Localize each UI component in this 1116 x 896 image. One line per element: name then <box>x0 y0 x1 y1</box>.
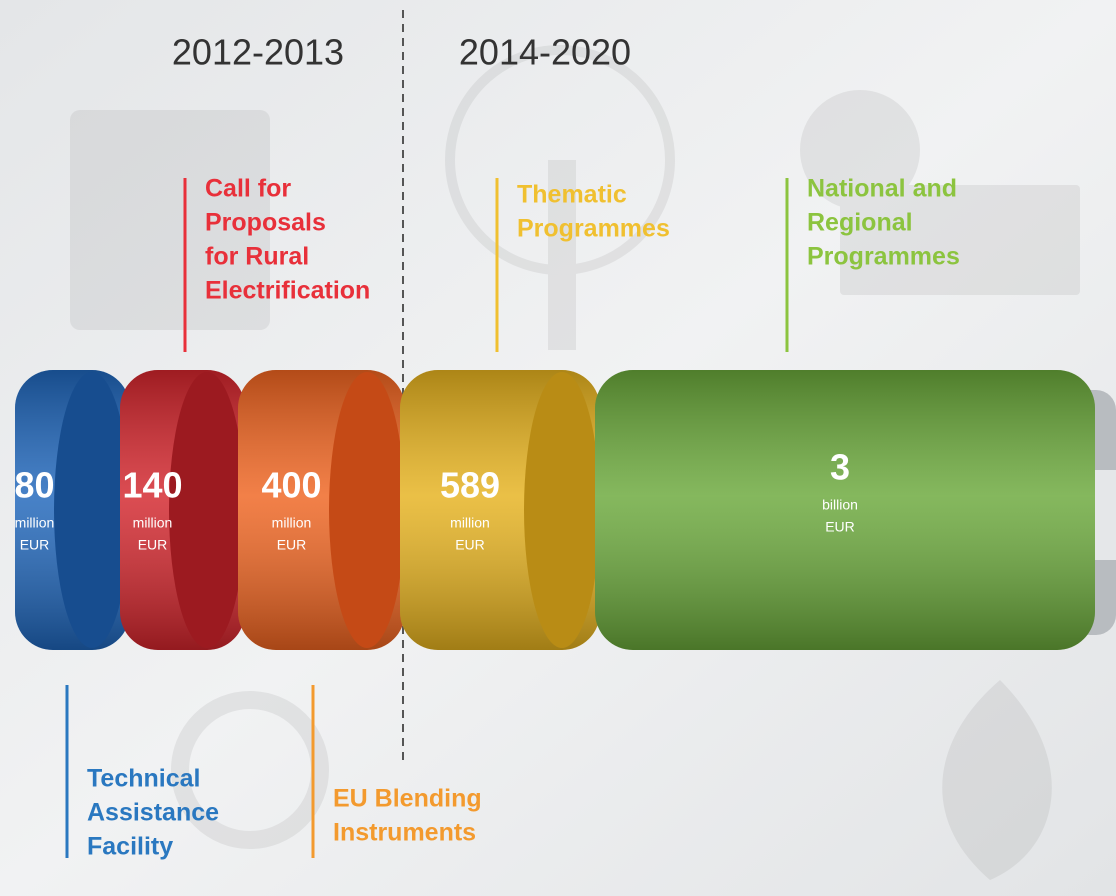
amount-unit: million <box>272 515 312 531</box>
amount-unit: billion <box>822 497 858 513</box>
segment-label: Programmes <box>517 215 670 243</box>
segment-cap <box>524 372 600 648</box>
segment-label: Electrification <box>205 277 370 305</box>
segment-label: Call for <box>205 175 291 203</box>
amount-unit: million <box>450 515 490 531</box>
period-heading: 2014-2020 <box>459 32 631 73</box>
amount-currency: EUR <box>20 537 50 553</box>
segment-cap <box>329 372 405 648</box>
segment-cap <box>54 372 130 648</box>
segment-label: Instruments <box>333 819 476 847</box>
segment-label: Thematic <box>517 181 627 209</box>
amount: 400 <box>261 465 321 506</box>
amount-unit: million <box>15 515 55 531</box>
segment-label: National and <box>807 175 957 203</box>
amount-unit: million <box>133 515 173 531</box>
amount-currency: EUR <box>455 537 485 553</box>
segment-label: Technical <box>87 765 200 793</box>
amount: 3 <box>830 447 850 488</box>
segment-cap <box>169 372 245 648</box>
amount: 80 <box>14 465 54 506</box>
period-heading: 2012-2013 <box>172 32 344 73</box>
amount: 589 <box>440 465 500 506</box>
amount-currency: EUR <box>277 537 307 553</box>
segment-label: Programmes <box>807 243 960 271</box>
amount-currency: EUR <box>825 519 855 535</box>
segment-label: for Rural <box>205 243 309 271</box>
amount-currency: EUR <box>138 537 168 553</box>
segment-label: EU Blending <box>333 785 482 813</box>
infographic: 2012-2013 2014-2020 80 million EUR Technica… <box>0 0 1116 896</box>
segment-label: Regional <box>807 209 913 237</box>
amount: 140 <box>122 465 182 506</box>
segment-label: Assistance <box>87 799 219 827</box>
segment-label: Proposals <box>205 209 326 237</box>
segment-label: Facility <box>87 833 173 861</box>
